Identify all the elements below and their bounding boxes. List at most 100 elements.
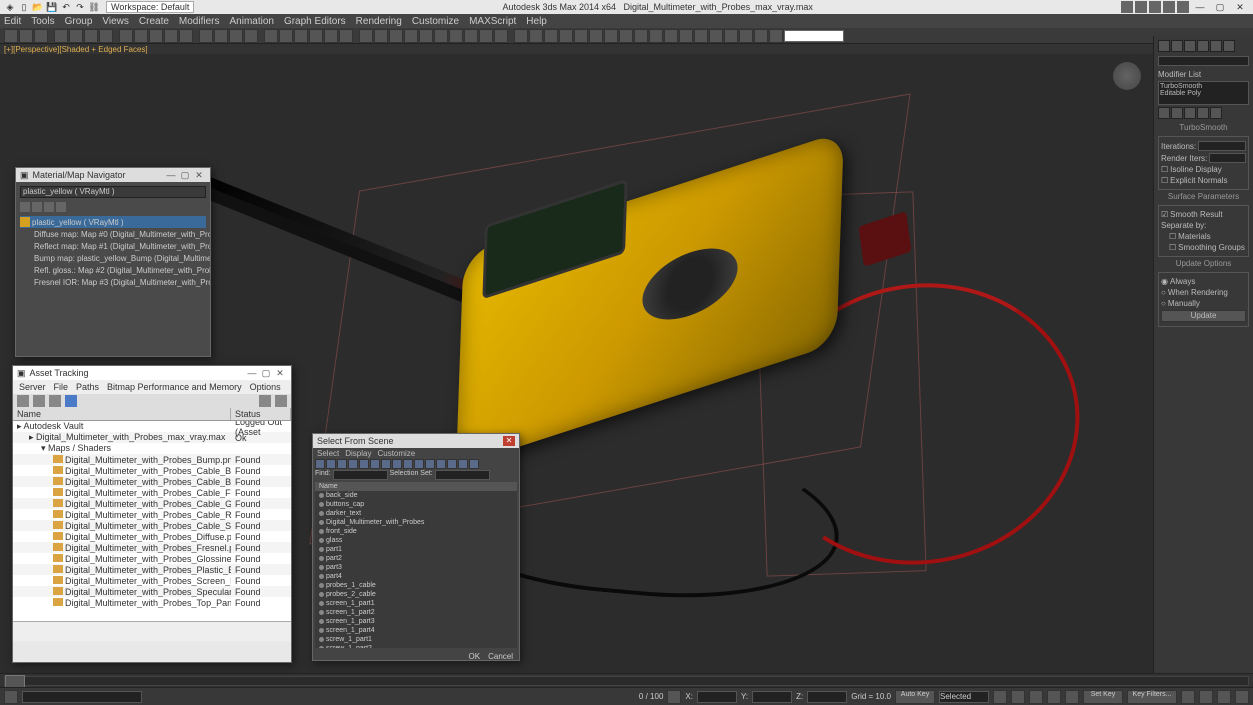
table-row[interactable]: Digital_Multimeter_with_Probes_Cable_Spe… — [13, 520, 291, 531]
list-item[interactable]: screw_1_part2 — [315, 644, 517, 648]
smoothing-groups-checkbox[interactable]: ☐ — [1169, 243, 1176, 252]
toolbar-btn[interactable] — [434, 29, 448, 43]
menu-edit[interactable]: Edit — [4, 16, 21, 27]
toolbar-btn[interactable] — [664, 29, 678, 43]
view-mode-icon[interactable] — [20, 202, 30, 212]
view-mode-icon[interactable] — [32, 202, 42, 212]
list-item[interactable]: part1 — [315, 545, 517, 554]
exchange-icon[interactable] — [1149, 1, 1161, 13]
table-row[interactable]: Digital_Multimeter_with_Probes_Plastic_B… — [13, 564, 291, 575]
link-icon[interactable]: ⛓ — [88, 1, 100, 13]
toolbar-btn[interactable] — [214, 29, 228, 43]
menu-customize[interactable]: Customize — [377, 449, 415, 458]
list-item[interactable]: screen_1_part4 — [315, 626, 517, 635]
save-icon[interactable]: 💾 — [46, 1, 58, 13]
toolbar-btn[interactable] — [99, 29, 113, 43]
help-icon[interactable] — [1177, 1, 1189, 13]
play-first-icon[interactable] — [993, 690, 1007, 704]
selection-set-dropdown[interactable] — [435, 470, 490, 480]
toolbar-btn[interactable] — [84, 29, 98, 43]
table-row[interactable]: Digital_Multimeter_with_Probes_Cable_Fre… — [13, 487, 291, 498]
list-item[interactable]: probes_2_cable — [315, 590, 517, 599]
when-rendering-radio[interactable]: ○ — [1161, 288, 1166, 297]
toolbar-btn[interactable] — [229, 29, 243, 43]
tab-hierarchy-icon[interactable] — [1184, 40, 1196, 52]
maxscript-listener-icon[interactable] — [4, 690, 18, 704]
close-button[interactable]: ✕ — [273, 368, 287, 379]
stack-btn-icon[interactable] — [1171, 107, 1183, 119]
minimize-button[interactable]: — — [1191, 2, 1209, 12]
list-item[interactable]: back_side — [315, 491, 517, 500]
viewport-label[interactable]: [+][Perspective][Shaded + Edged Faces] — [4, 45, 148, 54]
menu-file[interactable]: File — [54, 382, 69, 392]
toolbar-btn[interactable] — [324, 29, 338, 43]
history-icon[interactable] — [17, 395, 29, 407]
toolbar-btn[interactable] — [739, 29, 753, 43]
toolbar-btn[interactable] — [619, 29, 633, 43]
tree-item[interactable]: Refl. gloss.: Map #2 (Digital_Multimeter… — [20, 264, 206, 276]
tab-utilities-icon[interactable] — [1223, 40, 1235, 52]
list-item[interactable]: part4 — [315, 572, 517, 581]
filter-icon[interactable] — [447, 459, 457, 469]
toolbar-btn[interactable] — [724, 29, 738, 43]
toolbar-btn[interactable] — [134, 29, 148, 43]
toolbar-btn[interactable] — [119, 29, 133, 43]
filter-icon[interactable] — [414, 459, 424, 469]
x-field[interactable] — [697, 691, 737, 703]
viewcube-icon[interactable] — [1113, 62, 1141, 90]
filter-icon[interactable] — [436, 459, 446, 469]
list-item[interactable]: screw_1_part1 — [315, 635, 517, 644]
filter-icon[interactable] — [359, 459, 369, 469]
z-field[interactable] — [807, 691, 847, 703]
refresh-icon[interactable] — [33, 395, 45, 407]
filter-icon[interactable] — [315, 459, 325, 469]
table-row[interactable]: Digital_Multimeter_with_Probes_Specular.… — [13, 586, 291, 597]
list-item[interactable]: part2 — [315, 554, 517, 563]
filter-icon[interactable] — [348, 459, 358, 469]
menu-group[interactable]: Group — [65, 16, 93, 27]
explicit-checkbox[interactable]: ☐ — [1161, 176, 1168, 185]
menu-display[interactable]: Display — [345, 449, 371, 458]
modifier-stack[interactable]: TurboSmooth Editable Poly — [1158, 81, 1249, 105]
nav-zoom-icon[interactable] — [1199, 690, 1213, 704]
toolbar-btn[interactable] — [34, 29, 48, 43]
maximize-button[interactable]: ▢ — [178, 170, 192, 181]
list-header[interactable]: Name — [315, 482, 517, 491]
help-icon[interactable] — [259, 395, 271, 407]
table-row[interactable]: Digital_Multimeter_with_Probes_Top_Panel… — [13, 597, 291, 608]
menu-maxscript[interactable]: MAXScript — [469, 16, 516, 27]
find-field[interactable] — [333, 470, 388, 480]
stack-item[interactable]: TurboSmooth — [1160, 83, 1247, 90]
list-item[interactable]: probes_1_cable — [315, 581, 517, 590]
toolbar-btn[interactable] — [679, 29, 693, 43]
toolbar-btn[interactable] — [449, 29, 463, 43]
list-item[interactable]: Digital_Multimeter_with_Probes — [315, 518, 517, 527]
cancel-button[interactable]: Cancel — [488, 652, 513, 661]
favorites-icon[interactable] — [1163, 1, 1175, 13]
menu-create[interactable]: Create — [139, 16, 169, 27]
close-button[interactable]: ✕ — [192, 170, 206, 181]
toolbar-btn[interactable] — [264, 29, 278, 43]
view-mode-icon[interactable] — [56, 202, 66, 212]
list-item[interactable]: buttons_cap — [315, 500, 517, 509]
material-search-field[interactable]: plastic_yellow ( VRayMtl ) — [20, 186, 206, 198]
tree-icon[interactable] — [49, 395, 61, 407]
menu-paths[interactable]: Paths — [76, 382, 99, 392]
maximize-button[interactable]: ▢ — [259, 368, 273, 379]
toolbar-btn[interactable] — [589, 29, 603, 43]
toolbar-btn[interactable] — [19, 29, 33, 43]
menu-options[interactable]: Options — [250, 382, 281, 392]
minimize-button[interactable]: — — [164, 170, 178, 180]
table-row[interactable]: Digital_Multimeter_with_Probes_Cable_Bum… — [13, 476, 291, 487]
list-item[interactable]: part3 — [315, 563, 517, 572]
tree-item[interactable]: Bump map: plastic_yellow_Bump (Digital_M… — [20, 252, 206, 264]
view-mode-icon[interactable] — [44, 202, 54, 212]
tab-display-icon[interactable] — [1210, 40, 1222, 52]
toolbar-btn[interactable] — [529, 29, 543, 43]
autokey-button[interactable]: Auto Key — [895, 690, 935, 704]
menu-help[interactable]: Help — [526, 16, 547, 27]
stack-btn-icon[interactable] — [1184, 107, 1196, 119]
tab-modify-icon[interactable] — [1171, 40, 1183, 52]
tab-motion-icon[interactable] — [1197, 40, 1209, 52]
toolbar-btn[interactable] — [404, 29, 418, 43]
